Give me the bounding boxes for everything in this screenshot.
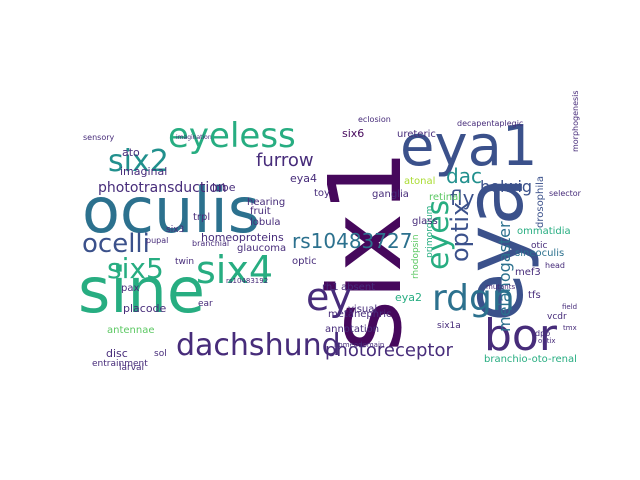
word-optic: optic <box>292 256 317 267</box>
word-otic: otic <box>531 241 548 251</box>
word-absent: absent <box>341 282 375 293</box>
word-sineoculis: sineoculis <box>515 248 564 259</box>
word-bor: bor <box>484 310 558 361</box>
word-optix: optix <box>446 202 474 262</box>
word-tmx: tmx <box>563 324 577 332</box>
word-field: field <box>562 303 577 311</box>
word-eyeless: eyeless <box>168 116 296 156</box>
word-ureteric: ureteric <box>397 129 436 140</box>
word-sensory: sensory <box>83 133 115 142</box>
word-mutants: mutants <box>486 283 515 291</box>
word-eya1: eya1 <box>400 114 538 179</box>
word-six3: six3 <box>166 225 184 235</box>
word-six1a: six1a <box>437 321 461 331</box>
word-visual: visual <box>348 304 377 315</box>
word-fruit: fruit <box>250 206 271 217</box>
word-disc: disc <box>106 347 128 360</box>
word-mef3: mef3 <box>515 267 541 278</box>
word-imaginal: imaginal <box>120 165 167 178</box>
word-oculis: oculis <box>82 174 260 247</box>
word-rs10483727: rs10483727 <box>292 229 412 253</box>
word-eyes: eyes <box>421 200 456 270</box>
word-drosophila: drosophila <box>535 176 546 228</box>
word-antennae: antennae <box>107 325 155 336</box>
word-dachshund: dachshund <box>176 328 341 363</box>
word-placode: placode <box>123 302 167 315</box>
word-six2: six2 <box>108 144 169 179</box>
word-eya4: eya4 <box>290 172 317 185</box>
word-entrainment: entrainment <box>92 359 148 369</box>
word-ocelli: ocelli <box>82 229 150 259</box>
word-optix: optix <box>538 337 556 345</box>
word-retinal: retinal <box>429 192 461 203</box>
word-rhodopsin: rhodopsin <box>411 234 421 279</box>
word-ato: ato <box>122 146 140 159</box>
word-homeodomain: homeodomain <box>334 341 384 349</box>
word-eclosion: eclosion <box>358 115 391 124</box>
word-furrow: furrow <box>256 150 314 171</box>
word-ear: ear <box>198 299 213 309</box>
word-six5: six5 <box>107 252 164 285</box>
word-ommatidia: ommatidia <box>517 226 571 237</box>
word-selector: selector <box>549 189 582 198</box>
word-dac: dac <box>446 164 482 188</box>
word-metanephric: metanephric <box>328 309 392 320</box>
word-pax: pax <box>121 283 139 294</box>
word-branchial: branchial <box>192 239 229 248</box>
word-hearing: hearing <box>247 197 285 208</box>
word-morphogenesis: morphogenesis <box>571 90 580 152</box>
word-ganglia: ganglia <box>372 189 409 200</box>
word-eya: eya <box>448 176 541 322</box>
word-pupal: pupal <box>146 236 168 245</box>
word-lobe: lobe <box>212 181 236 194</box>
word-glaucoma: glaucoma <box>237 243 286 254</box>
word-imagination: imagination <box>176 134 212 141</box>
word-branchio-oto-renal: branchio-oto-renal <box>484 354 577 365</box>
word-ey: ey <box>306 275 352 319</box>
word-tfs: tfs <box>528 290 541 301</box>
word-phototransduction: phototransduction <box>98 180 227 196</box>
word-vcdr: vcdr <box>547 312 567 322</box>
word-dpp: dpp <box>535 329 550 338</box>
word-six4: six4 <box>196 248 273 292</box>
word-annotation: annotation <box>325 324 379 335</box>
word-trpl: trpl <box>193 212 210 223</box>
word-rdgn: rdgn <box>432 278 515 319</box>
word-homeoproteins: homeoproteins <box>201 231 284 244</box>
word-glass: glass <box>412 216 438 227</box>
word-head: head <box>545 261 565 270</box>
word-bolwig: bolwig <box>480 177 532 196</box>
word-larval: larval <box>119 363 144 373</box>
word-decapentaplegic: decapentaplegic <box>457 119 523 128</box>
word-rh1: rh1 <box>322 282 339 293</box>
word-six6: six6 <box>342 127 364 140</box>
word-lobula: lobula <box>250 217 281 228</box>
word-sine: sine <box>78 254 205 327</box>
word-six1: six1 <box>307 149 424 352</box>
word-sol: sol <box>154 349 167 359</box>
word-toy: toy <box>314 188 330 199</box>
word-fly: fly <box>450 186 475 210</box>
word-melanogaster: melanogaster <box>495 221 514 332</box>
word-atonal: atonal <box>404 176 435 187</box>
word-eya2: eya2 <box>395 291 422 304</box>
word-twin: twin <box>175 257 194 267</box>
word-primordium: primordium <box>425 206 435 258</box>
word-rs10483192: rs10483192 <box>226 277 268 285</box>
word-photoreceptor: photoreceptor <box>325 340 453 361</box>
